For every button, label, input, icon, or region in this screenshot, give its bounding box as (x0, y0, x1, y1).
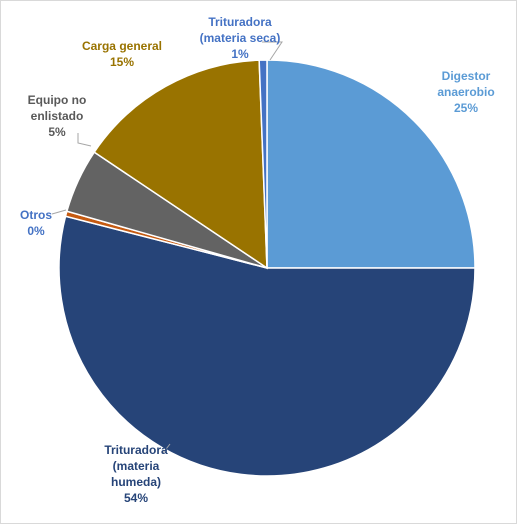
leader-line (262, 41, 283, 61)
slice-label: Trituradora (materia seca) 1% (200, 15, 281, 61)
leader-line (162, 443, 171, 454)
slice-label: Digestor anaerobio 25% (437, 69, 494, 115)
leader-line (77, 133, 92, 147)
pie-slice (58, 215, 476, 477)
pie-slice (258, 59, 268, 269)
leader-line (51, 209, 67, 215)
pie-slice (93, 59, 268, 270)
slice-label: Equipo no enlistado 5% (28, 93, 87, 139)
slice-label: Otros 0% (20, 208, 52, 238)
slice-label: Carga general 15% (82, 39, 162, 69)
pie-slice (266, 59, 476, 269)
slice-label: Trituradora (materia humeda) 54% (104, 443, 168, 505)
